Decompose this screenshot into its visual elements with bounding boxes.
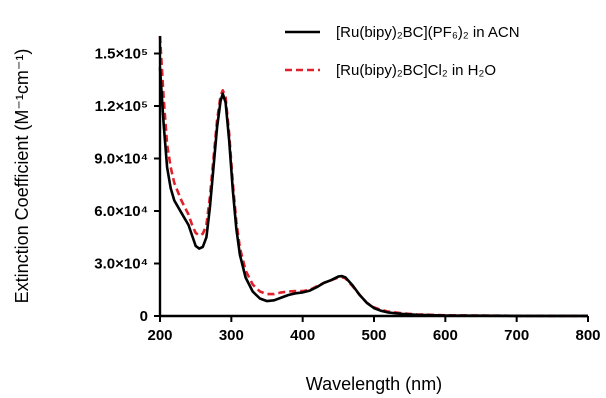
y-ticks: 0 3.0×10⁴ 6.0×10⁴ 9.0×10⁴ 1.2×10⁵ 1.5×10⁵ <box>94 46 160 325</box>
y-tick-label: 9.0×10⁴ <box>94 151 148 168</box>
y-tick-label: 0 <box>140 308 148 325</box>
x-axis-title: Wavelength (nm) <box>306 374 442 394</box>
plot-lines <box>158 35 588 318</box>
y-tick-label: 3.0×10⁴ <box>94 256 148 273</box>
y-tick-label: 6.0×10⁴ <box>94 203 148 220</box>
y-tick-label: 1.2×10⁵ <box>95 98 148 115</box>
y-axis-title: Extinction Coefficient (M⁻¹cm⁻¹) <box>12 49 32 304</box>
x-ticks: 200 300 400 500 600 700 800 <box>147 316 601 344</box>
y-tick-label: 1.5×10⁵ <box>95 46 148 63</box>
x-tick-label: 300 <box>219 327 244 344</box>
series-line-acn <box>158 67 588 318</box>
legend-label-h2o: [Ru(bipy)₂BC]Cl₂ in H₂O <box>336 62 496 79</box>
x-tick-label: 500 <box>361 327 386 344</box>
x-tick-label: 800 <box>575 327 600 344</box>
x-tick-label: 200 <box>147 327 172 344</box>
x-tick-label: 600 <box>433 327 458 344</box>
x-tick-label: 400 <box>290 327 315 344</box>
legend: [Ru(bipy)₂BC](PF₆)₂ in ACN [Ru(bipy)₂BC]… <box>285 24 520 79</box>
legend-label-acn: [Ru(bipy)₂BC](PF₆)₂ in ACN <box>336 24 520 41</box>
x-tick-label: 700 <box>504 327 529 344</box>
